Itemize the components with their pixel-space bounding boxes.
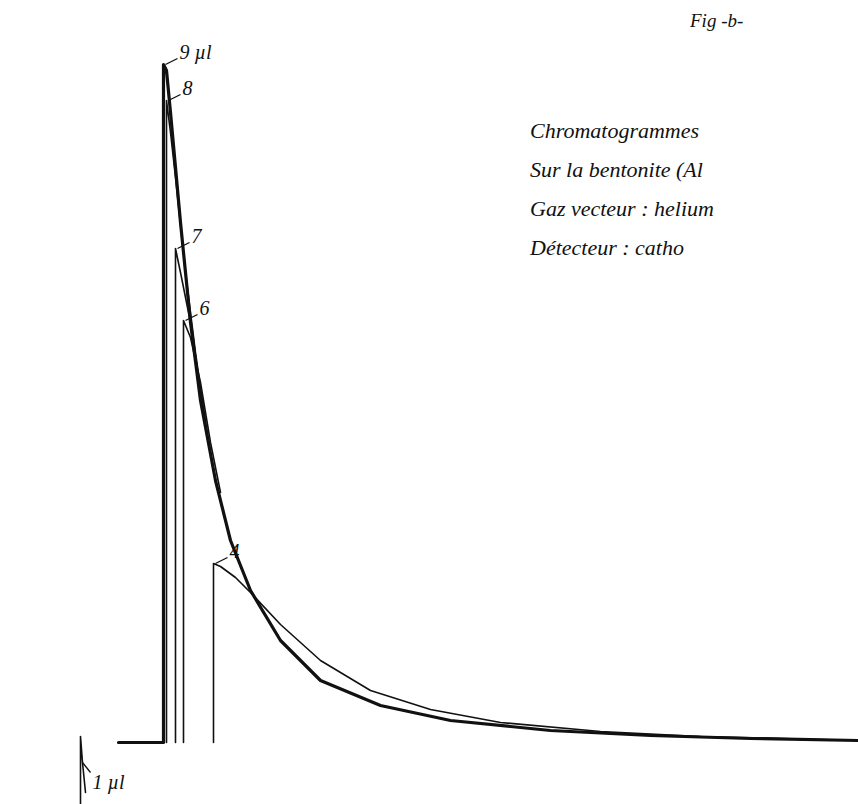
- svg-text:7: 7: [192, 225, 203, 247]
- svg-text:9 µl: 9 µl: [180, 41, 213, 64]
- svg-text:8: 8: [183, 77, 193, 99]
- html-text:Détecteur : catho: Détecteur : catho: [530, 235, 684, 260]
- html-text:Gaz vecteur : helium: Gaz vecteur : helium: [530, 196, 714, 221]
- html-text:Sur la bentonite (Al: Sur la bentonite (Al: [530, 157, 703, 182]
- svg-text:4: 4: [230, 540, 240, 562]
- svg-text:1 µl: 1 µl: [93, 771, 126, 794]
- html-text:Chromatogrammes: Chromatogrammes: [530, 118, 700, 143]
- html-text:Fig -b-: Fig -b-: [690, 10, 744, 31]
- svg-text:6: 6: [200, 297, 210, 319]
